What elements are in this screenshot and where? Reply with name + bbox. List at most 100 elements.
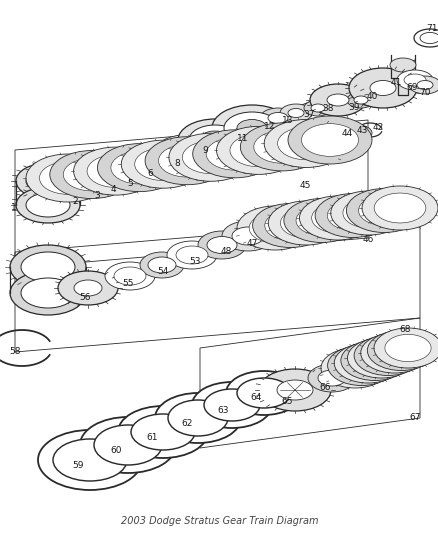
Ellipse shape (49, 150, 134, 199)
Text: 69: 69 (405, 83, 417, 92)
Ellipse shape (207, 237, 237, 254)
Text: 70: 70 (418, 87, 430, 96)
Text: 62: 62 (181, 419, 192, 429)
Ellipse shape (353, 335, 421, 376)
Text: 8: 8 (174, 158, 180, 167)
Ellipse shape (315, 122, 367, 152)
Text: 2003 Dodge Stratus Gear Train Diagram: 2003 Dodge Stratus Gear Train Diagram (120, 516, 318, 526)
Ellipse shape (198, 131, 230, 149)
Ellipse shape (333, 343, 401, 383)
Text: 58: 58 (9, 348, 21, 357)
Ellipse shape (166, 241, 216, 269)
Ellipse shape (325, 128, 357, 146)
Ellipse shape (361, 186, 437, 230)
Ellipse shape (364, 342, 410, 369)
Ellipse shape (21, 278, 75, 308)
Ellipse shape (129, 166, 145, 174)
Text: 37: 37 (303, 109, 314, 118)
Text: 6: 6 (147, 169, 152, 179)
Ellipse shape (10, 245, 86, 289)
Ellipse shape (348, 68, 416, 108)
Ellipse shape (384, 334, 430, 361)
Ellipse shape (403, 74, 425, 86)
Ellipse shape (314, 193, 390, 238)
Ellipse shape (295, 206, 347, 236)
Text: 67: 67 (408, 414, 420, 423)
Text: 63: 63 (217, 407, 228, 416)
Ellipse shape (367, 330, 434, 370)
Ellipse shape (327, 345, 395, 385)
Text: 61: 61 (146, 433, 157, 442)
Ellipse shape (122, 161, 152, 179)
Ellipse shape (310, 104, 324, 112)
Ellipse shape (357, 344, 404, 372)
Ellipse shape (216, 126, 300, 174)
Ellipse shape (276, 380, 312, 400)
Text: 53: 53 (189, 257, 200, 266)
Ellipse shape (283, 198, 359, 243)
Ellipse shape (113, 172, 127, 180)
Ellipse shape (90, 175, 114, 189)
Ellipse shape (331, 354, 377, 382)
Text: 39: 39 (347, 102, 359, 111)
Ellipse shape (237, 119, 266, 136)
Text: 38: 38 (321, 103, 333, 112)
Ellipse shape (133, 148, 183, 176)
Text: 55: 55 (122, 279, 134, 287)
Ellipse shape (39, 161, 96, 195)
Ellipse shape (182, 141, 239, 174)
Ellipse shape (63, 158, 120, 191)
Ellipse shape (287, 109, 303, 117)
Ellipse shape (353, 96, 367, 104)
Ellipse shape (107, 168, 133, 183)
Ellipse shape (189, 125, 240, 155)
Ellipse shape (343, 125, 371, 141)
Ellipse shape (204, 389, 259, 421)
Text: 43: 43 (356, 125, 367, 134)
Text: 60: 60 (110, 447, 121, 456)
Ellipse shape (371, 340, 417, 367)
Ellipse shape (311, 203, 363, 233)
Ellipse shape (267, 112, 287, 124)
Ellipse shape (230, 134, 286, 167)
Ellipse shape (26, 169, 70, 193)
Ellipse shape (317, 370, 345, 386)
Ellipse shape (74, 183, 90, 192)
Ellipse shape (237, 206, 312, 250)
Text: 68: 68 (398, 326, 410, 335)
Text: 46: 46 (361, 236, 373, 245)
Ellipse shape (206, 138, 263, 170)
Ellipse shape (85, 172, 119, 192)
Ellipse shape (338, 352, 384, 379)
Ellipse shape (408, 76, 438, 94)
Ellipse shape (21, 252, 75, 282)
Text: 44: 44 (341, 128, 352, 138)
Ellipse shape (177, 119, 251, 161)
Text: 42: 42 (371, 123, 383, 132)
Ellipse shape (53, 439, 127, 481)
Ellipse shape (342, 198, 394, 228)
Ellipse shape (280, 208, 331, 238)
Ellipse shape (38, 430, 141, 490)
Text: 12: 12 (264, 122, 275, 131)
Ellipse shape (347, 338, 414, 378)
Ellipse shape (80, 417, 176, 473)
Ellipse shape (249, 213, 300, 243)
Ellipse shape (140, 252, 184, 278)
Ellipse shape (121, 140, 205, 188)
Text: 71: 71 (425, 23, 437, 33)
Text: 66: 66 (318, 384, 330, 392)
Ellipse shape (158, 144, 215, 177)
Ellipse shape (222, 221, 273, 251)
Ellipse shape (303, 100, 331, 116)
Text: 54: 54 (157, 268, 168, 277)
Ellipse shape (131, 414, 194, 450)
Ellipse shape (74, 280, 102, 296)
Ellipse shape (169, 133, 252, 181)
Ellipse shape (360, 333, 428, 373)
Ellipse shape (10, 271, 86, 315)
Ellipse shape (299, 196, 374, 240)
Ellipse shape (258, 369, 330, 411)
Ellipse shape (259, 108, 295, 128)
Ellipse shape (346, 189, 421, 232)
